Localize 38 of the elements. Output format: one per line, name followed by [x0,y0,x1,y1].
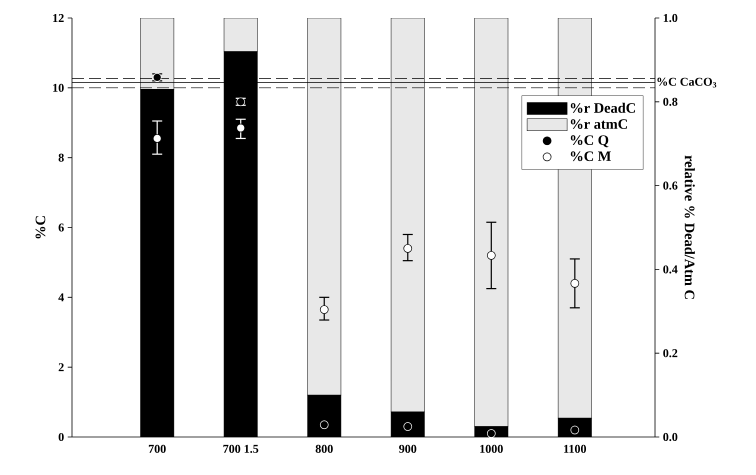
y2-tick-label: 1.0 [664,14,678,22]
x-tick-label: 800 [316,444,333,453]
y-axis-title: %C [36,216,46,238]
y-tick-label: 2 [58,363,64,372]
x-tick-label: 900 [399,444,416,453]
ref-line-label: %C CaCO$_{3}$ [657,78,716,88]
legend-label: %r atmC [570,119,628,129]
point [320,420,329,430]
point [320,305,329,314]
y-tick-label: 0 [58,432,64,442]
bar [390,18,425,412]
x-tick-label: 1000 [480,444,503,453]
y2-tick-label: 0.8 [663,98,678,106]
point [152,134,162,143]
y-tick-label: 12 [53,14,64,22]
y-tick-label: 8 [58,154,64,162]
legend-label: %C Q [570,135,608,148]
point [570,279,580,288]
point [486,251,496,260]
point [236,124,246,132]
y2-tick-label: 0.2 [663,349,678,358]
bar [307,18,342,396]
legend-label: %r DeadC [570,102,636,113]
x-tick-label: 700 [148,444,166,453]
bar [474,18,508,427]
x-tick-label: 1100 [564,444,586,453]
y2-tick-label: 0.0 [663,432,678,442]
y2-tick-label: 0.6 [663,182,678,190]
y-tick-label: 6 [58,223,64,232]
y-tick-label: 4 [58,293,64,302]
x-tick-label: 700 1.5 [223,444,258,453]
bar [140,18,174,90]
y2-tick-label: 0.4 [663,265,678,274]
legend-label: %C M [570,151,611,162]
point [403,244,412,253]
y-tick-label: 10 [53,84,64,92]
bar [224,18,258,52]
y2-axis-title: relative % Dead/Atm C [684,155,695,299]
